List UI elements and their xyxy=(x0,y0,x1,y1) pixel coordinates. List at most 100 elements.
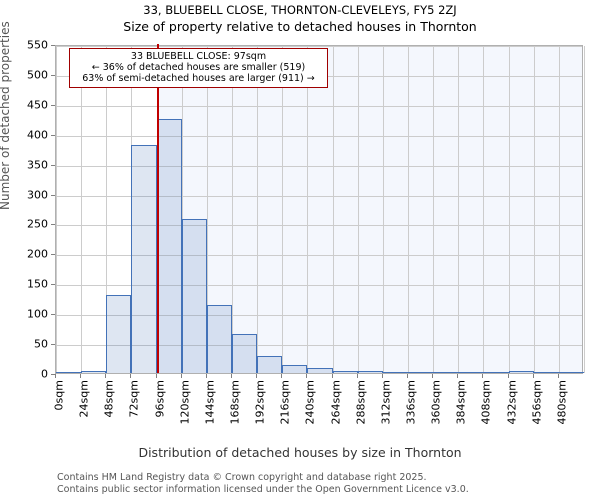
histogram-bar xyxy=(307,367,333,373)
x-tick-label: 432sqm xyxy=(505,380,519,425)
histogram-bar xyxy=(206,304,232,373)
histogram-bar xyxy=(181,219,207,373)
histogram-bar xyxy=(257,356,283,373)
x-tick-label: 96sqm xyxy=(153,380,167,418)
x-tick-mark xyxy=(432,374,434,378)
x-tick-label: 408sqm xyxy=(479,380,493,425)
page-title: 33, BLUEBELL CLOSE, THORNTON-CLEVELEYS, … xyxy=(143,3,457,17)
x-tick-label: 480sqm xyxy=(555,380,569,425)
x-tick-mark xyxy=(231,374,232,378)
histogram-bar xyxy=(382,371,408,373)
histogram-bar xyxy=(508,371,534,373)
histogram-bar xyxy=(408,371,434,373)
x-tick-label: 0sqm xyxy=(52,380,66,411)
y-tick-mark xyxy=(51,164,55,166)
x-tick-mark xyxy=(155,374,157,378)
x-tick-mark xyxy=(356,374,358,378)
y-tick-label: 450 xyxy=(27,98,48,112)
y-tick-label: 0 xyxy=(41,367,48,381)
callout-larger-line: 63% of semi-detached houses are larger (… xyxy=(82,73,315,84)
x-tick-label: 456sqm xyxy=(530,380,544,425)
x-tick-mark xyxy=(256,374,258,378)
chart-title-block: 33, BLUEBELL CLOSE, THORNTON-CLEVELEYS, … xyxy=(0,2,600,35)
callout-smaller-line: ← 36% of detached houses are smaller (51… xyxy=(91,62,306,73)
x-tick-mark xyxy=(331,374,333,378)
histogram-bar xyxy=(332,370,358,373)
y-tick-mark xyxy=(51,374,55,375)
x-tick-mark xyxy=(55,374,56,378)
footer-line-2: Contains public sector information licen… xyxy=(57,483,469,495)
plot-area xyxy=(55,44,585,374)
y-tick-label: 100 xyxy=(27,307,48,321)
histogram-bar xyxy=(106,295,132,373)
histogram-bar xyxy=(433,371,459,373)
y-tick-mark xyxy=(51,254,55,256)
histogram-bar xyxy=(131,144,157,373)
x-tick-label: 72sqm xyxy=(127,380,141,418)
y-tick-label: 550 xyxy=(27,38,48,52)
property-callout-box: 33 BLUEBELL CLOSE: 97sqm ← 36% of detach… xyxy=(69,48,328,88)
y-tick-mark xyxy=(51,74,55,76)
y-tick-label: 250 xyxy=(27,217,48,231)
histogram-bar xyxy=(558,371,584,373)
x-tick-label: 360sqm xyxy=(429,380,443,425)
y-tick-mark xyxy=(51,104,55,106)
y-tick-label: 200 xyxy=(27,247,48,261)
x-tick-mark xyxy=(205,374,207,378)
x-tick-mark xyxy=(457,374,459,378)
x-tick-mark xyxy=(306,374,308,378)
x-tick-mark xyxy=(80,374,82,378)
histogram-bars xyxy=(56,46,584,373)
histogram-bar xyxy=(81,371,107,373)
histogram-bar xyxy=(56,371,82,373)
histogram-bar xyxy=(533,371,559,373)
y-tick-mark xyxy=(51,224,55,226)
y-tick-mark xyxy=(51,134,55,136)
histogram-bar xyxy=(156,118,182,373)
x-tick-label: 384sqm xyxy=(454,380,468,425)
y-tick-mark xyxy=(51,284,55,286)
histogram-bar xyxy=(282,364,308,373)
x-tick-mark xyxy=(130,374,132,378)
chart-subtitle: Size of property relative to detached ho… xyxy=(123,19,477,34)
x-tick-label: 48sqm xyxy=(102,380,116,418)
x-tick-label: 288sqm xyxy=(354,380,368,425)
y-tick-label: 400 xyxy=(27,128,48,142)
x-tick-label: 312sqm xyxy=(379,380,393,425)
x-tick-label: 216sqm xyxy=(278,380,292,425)
histogram-bar xyxy=(232,334,258,373)
y-tick-mark xyxy=(51,314,55,316)
x-tick-mark xyxy=(532,374,534,378)
x-tick-label: 336sqm xyxy=(404,380,418,425)
x-tick-mark xyxy=(381,374,383,378)
x-axis-title: Distribution of detached houses by size … xyxy=(138,445,462,460)
x-tick-label: 240sqm xyxy=(303,380,317,425)
histogram-bar xyxy=(458,371,484,373)
x-tick-label: 192sqm xyxy=(253,380,267,425)
marker-shaded-region xyxy=(56,46,582,373)
y-tick-mark xyxy=(51,194,55,196)
x-tick-mark xyxy=(557,374,559,378)
y-tick-label: 350 xyxy=(27,158,48,172)
x-tick-mark xyxy=(407,374,408,378)
y-tick-label: 150 xyxy=(27,277,48,291)
x-tick-label: 24sqm xyxy=(77,380,91,418)
callout-property-line: 33 BLUEBELL CLOSE: 97sqm xyxy=(130,51,267,62)
y-tick-label: 500 xyxy=(27,68,48,82)
x-tick-mark xyxy=(507,374,509,378)
histogram-bar xyxy=(483,371,509,373)
footer-line-1: Contains HM Land Registry data © Crown c… xyxy=(57,472,427,483)
y-tick-label: 50 xyxy=(34,337,48,351)
x-tick-label: 264sqm xyxy=(329,380,343,425)
y-tick-mark xyxy=(51,344,55,346)
x-tick-mark xyxy=(281,374,283,378)
gridlines xyxy=(56,46,585,373)
x-tick-label: 168sqm xyxy=(228,380,242,425)
attribution-footer: Contains HM Land Registry data © Crown c… xyxy=(57,472,597,495)
y-tick-mark xyxy=(51,45,55,46)
property-marker-line xyxy=(156,44,159,373)
x-tick-label: 120sqm xyxy=(178,380,192,425)
x-tick-label: 144sqm xyxy=(203,380,217,425)
x-tick-mark xyxy=(482,374,484,378)
